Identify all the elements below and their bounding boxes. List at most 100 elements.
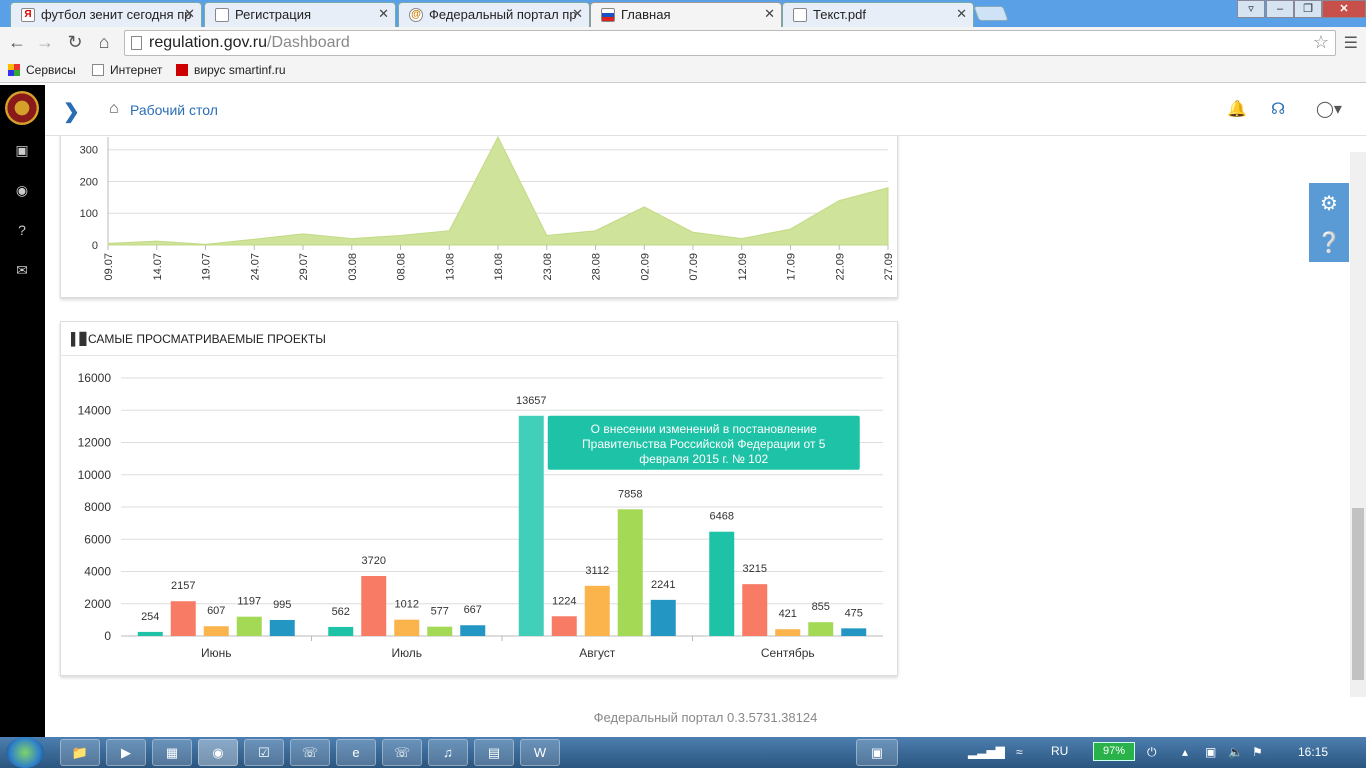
data-label: 254 <box>141 611 159 623</box>
bar <box>394 619 420 636</box>
close-icon[interactable]: ✕ <box>572 6 583 21</box>
tooltip-box <box>547 415 860 470</box>
home-icon[interactable]: ⌂ <box>109 100 119 117</box>
bookmark-item[interactable]: Сервисы <box>8 63 76 77</box>
explorer-icon[interactable]: 📁 <box>60 739 100 766</box>
help-circle-icon[interactable]: ❔ <box>1316 232 1342 254</box>
browser-tab-active[interactable]: Главная ✕ <box>590 2 782 27</box>
network-app-icon[interactable]: ▦ <box>152 739 192 766</box>
mail-icon[interactable]: ✉ <box>16 262 28 278</box>
data-label: 3720 <box>362 555 386 567</box>
avatar[interactable]: ◯▾ <box>1316 101 1342 118</box>
yandex-icon: Я <box>21 8 35 22</box>
y-tick-label: 8000 <box>84 500 111 514</box>
browser-tab[interactable]: Текст.pdf ✕ <box>782 2 974 27</box>
device-icon[interactable]: ▣ <box>1205 745 1217 759</box>
clock[interactable]: 16:15 <box>1298 745 1329 759</box>
chrome-icon[interactable]: ◉ <box>198 739 238 766</box>
minimize-icon[interactable]: – <box>1266 0 1294 18</box>
window-close-icon[interactable]: ✕ <box>1322 0 1366 18</box>
chat-icon[interactable]: ◉ <box>15 182 29 198</box>
x-tick-label: 19.07 <box>201 253 213 281</box>
sidebar: ▣ ◉ ? ✉ <box>0 85 45 737</box>
bar <box>742 584 768 636</box>
y-tick-label: 16000 <box>78 371 112 385</box>
bookmark-label: вирус smartinf.ru <box>194 63 286 77</box>
browser-tab[interactable]: Регистрация ✕ <box>204 2 396 27</box>
home-icon[interactable]: ⌂ <box>98 32 110 52</box>
area-chart: 0 100 200 300 09.07 14.07 19.07 24.07 29.07 03.08… <box>80 136 895 281</box>
start-button[interactable] <box>6 737 44 768</box>
viber-icon[interactable]: ☏ <box>382 739 422 766</box>
data-label: 1224 <box>552 595 576 607</box>
maximize-icon[interactable]: ❐ <box>1294 0 1322 18</box>
address-bar[interactable]: regulation.gov.ru/Dashboard ☆ <box>124 30 1336 56</box>
user-icon[interactable]: ▿ <box>1237 0 1265 18</box>
forward-icon[interactable]: → <box>36 32 54 52</box>
speaker-icon[interactable]: 🔈 <box>1228 745 1243 759</box>
bar-chart-icon: ▌▊ <box>71 332 89 346</box>
y-tick-label: 2000 <box>84 597 111 611</box>
emblem-logo[interactable] <box>5 91 39 125</box>
viber-icon[interactable]: ☏ <box>290 739 330 766</box>
page-scrollbar[interactable] <box>1350 152 1366 697</box>
back-icon[interactable]: ← <box>8 32 26 52</box>
close-icon[interactable]: ✕ <box>956 6 967 21</box>
x-tick-label: 27.09 <box>883 253 895 281</box>
bell-icon[interactable]: 🔔 <box>1227 101 1247 118</box>
browser-tab[interactable]: @ Федеральный портал пр ✕ <box>398 2 590 27</box>
tab-title: Главная <box>621 7 671 22</box>
x-tick-label: 08.08 <box>396 253 408 281</box>
scrollbar-thumb[interactable] <box>1352 508 1364 680</box>
bar-chart-panel: ▌▊ САМЫЕ ПРОСМАТРИВАЕМЫЕ ПРОЕКТЫ 0 2000 40… <box>60 321 898 676</box>
reload-icon[interactable]: ↻ <box>67 32 83 52</box>
internet-explorer-icon[interactable]: e <box>336 739 376 766</box>
close-icon[interactable]: ✕ <box>764 6 775 21</box>
settings-gear-icon[interactable]: ⚙ <box>1320 193 1338 215</box>
url-path: /Dashboard <box>267 34 350 51</box>
x-tick-label: 23.08 <box>542 253 554 281</box>
menu-icon[interactable]: ☰ <box>1343 35 1358 52</box>
itunes-icon[interactable]: ♫ <box>428 739 468 766</box>
battery-indicator[interactable]: 97% <box>1093 742 1135 761</box>
flag-icon[interactable]: ⚑ <box>1252 745 1263 759</box>
url-host: regulation.gov.ru <box>149 34 267 51</box>
bar <box>841 628 867 636</box>
task-app-icon[interactable]: ☑ <box>244 739 284 766</box>
breadcrumb[interactable]: Рабочий стол <box>130 102 218 118</box>
chevron-right-icon[interactable]: ❯ <box>63 101 80 123</box>
data-label: 607 <box>207 605 225 617</box>
app-icon[interactable]: ▤ <box>474 739 514 766</box>
y-tick-label: 0 <box>104 629 111 643</box>
bookmark-item[interactable]: вирус smartinf.ru <box>176 63 286 77</box>
close-icon[interactable]: ✕ <box>184 6 195 21</box>
network-error-icon[interactable]: ▣ <box>856 739 898 766</box>
app-topbar: ❯ ⌂ Рабочий стол 🔔 ☊ ◯▾ <box>45 85 1366 136</box>
bar <box>775 629 801 636</box>
at-icon: @ <box>409 8 423 22</box>
browser-tab[interactable]: Я футбол зенит сегодня пр ✕ <box>10 2 202 27</box>
bar <box>617 509 643 636</box>
language-indicator[interactable]: RU <box>1051 744 1069 758</box>
plug-icon[interactable]: ⏻ <box>1147 745 1157 759</box>
taskbar: 📁 ▶ ▦ ◉ ☑ ☏ e ☏ ♫ ▤ W ▣ ▂▃▅▇ ≈ RU 97% ⏻ … <box>0 737 1366 768</box>
bar <box>427 626 453 636</box>
bar <box>650 599 676 636</box>
help-icon[interactable]: ? <box>18 222 26 238</box>
x-tick-label: 02.09 <box>639 253 651 281</box>
media-player-icon[interactable]: ▶ <box>106 739 146 766</box>
data-label: 1012 <box>395 599 419 611</box>
signal-icon[interactable]: ▂▃▅▇ <box>968 745 1005 759</box>
word-icon[interactable]: W <box>520 739 560 766</box>
briefcase-icon[interactable]: ▣ <box>15 142 29 158</box>
close-icon[interactable]: ✕ <box>378 6 389 21</box>
bookmark-item[interactable]: Интернет <box>92 63 162 77</box>
page-icon <box>793 8 807 22</box>
new-tab-button[interactable] <box>973 6 1009 21</box>
y-tick-label: 300 <box>80 145 98 157</box>
headset-icon[interactable]: ☊ <box>1271 101 1286 118</box>
bookmark-star-icon[interactable]: ☆ <box>1312 32 1329 52</box>
tray-arrow-icon[interactable]: ▴ <box>1182 745 1189 759</box>
category-label: Август <box>579 646 616 660</box>
wifi-icon[interactable]: ≈ <box>1016 745 1023 759</box>
